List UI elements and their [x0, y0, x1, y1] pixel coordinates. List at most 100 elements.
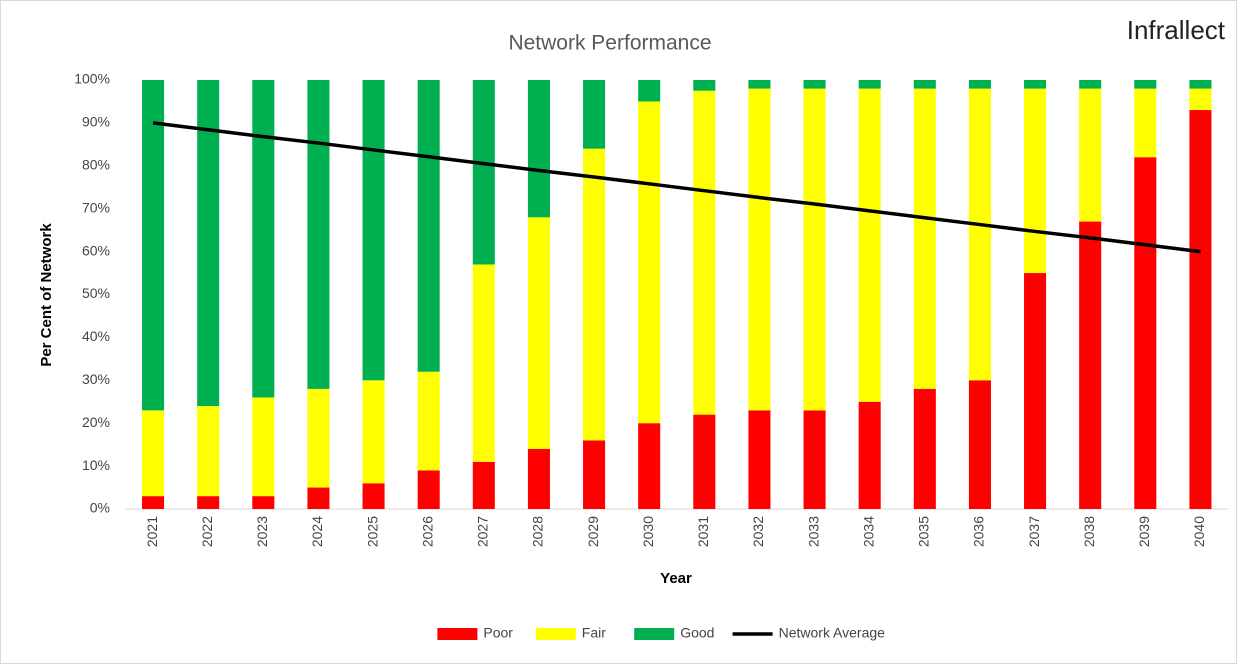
- bar-segment: [362, 80, 385, 381]
- bar-segment: [527, 80, 550, 218]
- bar-segment: [417, 470, 440, 509]
- bar-segment: [858, 80, 881, 89]
- bar-segment: [858, 401, 881, 509]
- bar-segment: [197, 80, 220, 407]
- x-tick-label: 2021: [144, 516, 160, 547]
- y-tick-label: 100%: [74, 71, 110, 87]
- x-tick-label: 2023: [254, 516, 270, 547]
- bar-segment: [197, 496, 220, 509]
- bar-segment: [362, 380, 385, 484]
- bar-segment: [638, 101, 661, 424]
- x-tick-label: 2024: [309, 516, 325, 547]
- bar-segment: [693, 80, 716, 91]
- y-tick-label: 20%: [82, 414, 110, 430]
- bar-segment: [1134, 80, 1157, 89]
- bar-segment: [307, 80, 330, 389]
- x-tick-label: 2039: [1136, 516, 1152, 547]
- bar-segment: [252, 397, 275, 497]
- bar-segment: [803, 88, 826, 411]
- bar-segment: [1079, 221, 1102, 509]
- y-tick-label: 80%: [82, 157, 110, 173]
- y-tick-label: 30%: [82, 371, 110, 387]
- bar-segment: [142, 496, 165, 509]
- bar-segment: [913, 80, 936, 89]
- x-tick-label: 2040: [1191, 516, 1207, 547]
- legend-swatch: [437, 628, 478, 640]
- legend-swatch: [634, 628, 675, 640]
- bar-segment: [307, 487, 330, 509]
- bar-segment: [417, 80, 440, 372]
- bar-segment: [1079, 88, 1102, 222]
- y-tick-label: 70%: [82, 199, 110, 215]
- bar-segment: [1134, 88, 1157, 158]
- x-tick-label: 2034: [860, 516, 876, 547]
- bar-segment: [1024, 88, 1047, 274]
- x-tick-label: 2036: [971, 516, 987, 547]
- bar-segment: [472, 461, 495, 509]
- bar-segment: [968, 88, 991, 381]
- bar-segment: [913, 388, 936, 509]
- bar-segment: [803, 80, 826, 89]
- bar-segment: [748, 88, 771, 411]
- y-tick-label: 50%: [82, 285, 110, 301]
- x-axis-label: Year: [660, 570, 692, 587]
- bar-segment: [1024, 273, 1047, 509]
- bar-segment: [197, 406, 220, 497]
- bar-segment: [472, 80, 495, 265]
- legend-label: Good: [680, 625, 714, 641]
- x-tick-label: 2027: [475, 516, 491, 547]
- x-tick-label: 2032: [750, 516, 766, 547]
- bar-segment: [417, 371, 440, 471]
- bar-segment: [472, 264, 495, 462]
- bar-segment: [1079, 80, 1102, 89]
- x-tick-label: 2035: [916, 516, 932, 547]
- logo: Infrallect: [1127, 15, 1226, 45]
- legend-label: Fair: [582, 625, 606, 641]
- bar-segment: [142, 80, 165, 411]
- bar-segment: [307, 388, 330, 488]
- bar-segment: [748, 410, 771, 509]
- legend-label: Poor: [483, 625, 513, 641]
- x-tick-label: 2037: [1026, 516, 1042, 547]
- bar-segment: [1024, 80, 1047, 89]
- legend-label: Network Average: [779, 625, 886, 641]
- bar-segment: [527, 448, 550, 509]
- y-tick-label: 90%: [82, 114, 110, 130]
- y-axis-label: Per Cent of Network: [38, 223, 55, 367]
- x-tick-label: 2028: [530, 516, 546, 547]
- chart-title: Network Performance: [508, 32, 711, 55]
- bar-segment: [968, 80, 991, 89]
- y-tick-label: 0%: [90, 500, 110, 516]
- y-tick-label: 60%: [82, 242, 110, 258]
- x-tick-label: 2030: [640, 516, 656, 547]
- bar-segment: [1189, 80, 1212, 89]
- line: [152, 121, 1201, 254]
- x-tick-label: 2029: [585, 516, 601, 547]
- x-tick-label: 2022: [199, 516, 215, 547]
- bar-segment: [693, 90, 716, 415]
- bar-segment: [252, 80, 275, 398]
- bar-segment: [362, 483, 385, 509]
- x-tick-label: 2033: [805, 516, 821, 547]
- bar-segment: [1189, 88, 1212, 111]
- bar-segment: [527, 217, 550, 449]
- bar-segment: [142, 410, 165, 497]
- bar-segment: [638, 423, 661, 509]
- x-tick-label: 2026: [419, 516, 435, 547]
- bar-segment: [858, 88, 881, 402]
- x-tick-label: 2038: [1081, 516, 1097, 547]
- bar-segment: [583, 440, 606, 509]
- x-tick-label: 2025: [364, 516, 380, 547]
- legend-swatch: [535, 628, 576, 640]
- bar-segment: [583, 148, 606, 441]
- bar-segment: [1134, 157, 1157, 509]
- bar-segment: [252, 496, 275, 509]
- bar-segment: [583, 80, 606, 149]
- bar-segment: [638, 80, 661, 102]
- bar-segment: [803, 410, 826, 509]
- y-tick-label: 10%: [82, 457, 110, 473]
- bar-segment: [693, 414, 716, 509]
- bar-segment: [1189, 110, 1212, 509]
